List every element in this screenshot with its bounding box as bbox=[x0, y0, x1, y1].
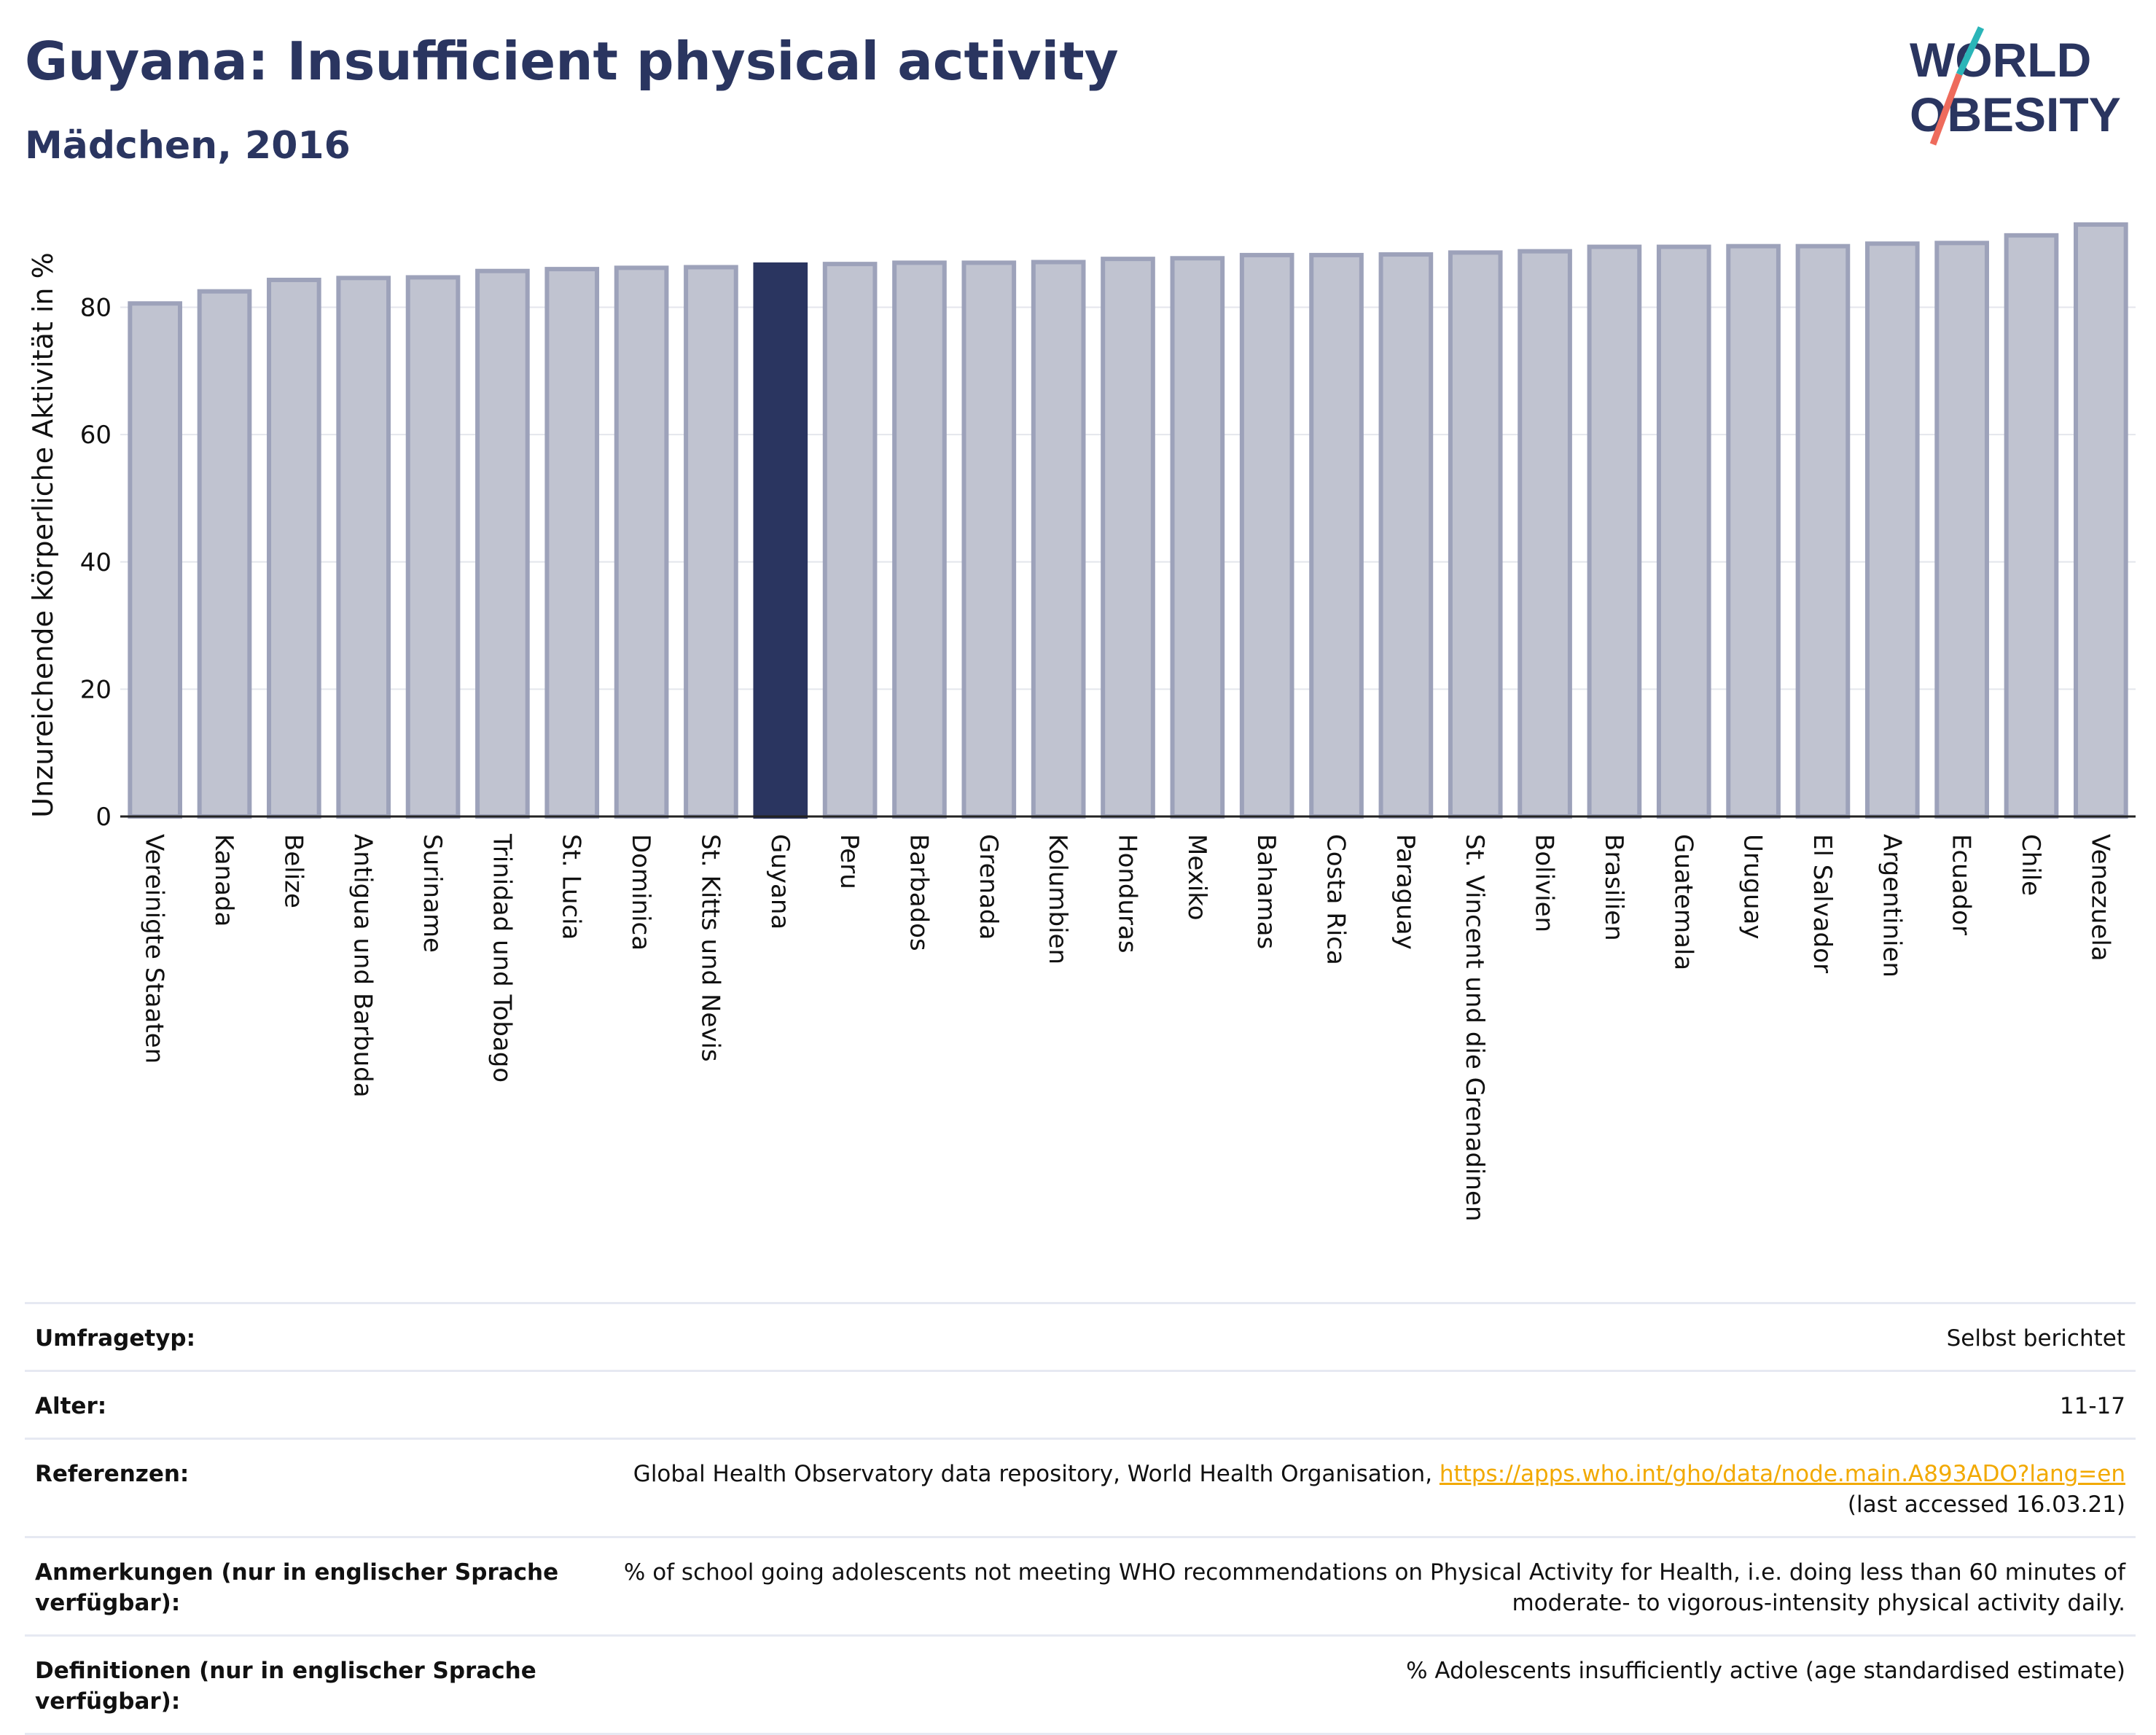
bar bbox=[1101, 257, 1155, 819]
x-tick-label: Dominica bbox=[626, 834, 655, 951]
bar bbox=[405, 275, 461, 819]
bar bbox=[1934, 241, 1989, 819]
info-table: Umfragetyp: Selbst berichtet Alter: 11-1… bbox=[25, 1302, 2136, 1735]
logo-slash-coral bbox=[1929, 73, 1963, 146]
bar-highlight bbox=[753, 262, 808, 819]
y-tick-label: 0 bbox=[95, 803, 112, 832]
bar bbox=[336, 276, 391, 819]
x-tick-label: St. Vincent und die Grenadinen bbox=[1460, 834, 1489, 1222]
x-tick-label: Mexiko bbox=[1182, 834, 1211, 921]
bar bbox=[544, 267, 600, 819]
chart-subtitle: Mädchen, 2016 bbox=[25, 124, 351, 168]
x-tick-label: Bahamas bbox=[1251, 834, 1281, 949]
reference-accessed: (last accessed 16.03.21) bbox=[1847, 1492, 2125, 1518]
bar bbox=[475, 268, 530, 819]
bar bbox=[1587, 244, 1642, 819]
bar bbox=[2004, 233, 2059, 819]
world-obesity-logo: WORLD OBESITY bbox=[1910, 26, 2121, 146]
bar bbox=[267, 277, 321, 819]
bar bbox=[614, 265, 669, 819]
x-tick-label: Peru bbox=[835, 834, 864, 889]
y-tick-label: 60 bbox=[80, 421, 112, 450]
x-tick-label: Kanada bbox=[209, 834, 238, 927]
info-label: Umfragetyp: bbox=[35, 1325, 195, 1352]
y-tick-label: 80 bbox=[80, 294, 112, 323]
bar bbox=[197, 289, 252, 819]
x-tick-label: Antigua und Barbuda bbox=[348, 834, 378, 1098]
info-value: Global Health Observatory data repositor… bbox=[560, 1459, 2125, 1520]
bar bbox=[1518, 249, 1572, 819]
info-label: Definitionen (nur in englischer Sprache … bbox=[35, 1658, 536, 1715]
info-value: 11-17 bbox=[2059, 1393, 2125, 1419]
bar bbox=[892, 260, 947, 819]
bar bbox=[1726, 243, 1781, 819]
x-tick-label: Guyana bbox=[765, 834, 794, 929]
info-row-definitions: Definitionen (nur in englischer Sprache … bbox=[25, 1634, 2136, 1735]
info-value: % Adolescents insufficiently active (age… bbox=[1406, 1658, 2125, 1684]
x-tick-label: Costa Rica bbox=[1321, 834, 1351, 965]
bar bbox=[1864, 241, 1920, 819]
info-value: Selbst berichtet bbox=[1946, 1325, 2125, 1352]
bar bbox=[1170, 256, 1225, 819]
info-row-references: Referenzen: Global Health Observatory da… bbox=[25, 1438, 2136, 1536]
x-tick-label: Honduras bbox=[1113, 834, 1142, 954]
bar bbox=[1795, 243, 1851, 819]
reference-text: Global Health Observatory data repositor… bbox=[633, 1461, 1433, 1487]
logo-slash-teal bbox=[1956, 26, 1985, 76]
x-tick-label: Kolumbien bbox=[1043, 834, 1072, 964]
bar bbox=[1031, 260, 1086, 819]
x-tick-label: Trinidad und Tobago bbox=[487, 833, 516, 1083]
reference-link[interactable]: https://apps.who.int/gho/data/node.main.… bbox=[1439, 1461, 2125, 1487]
bar bbox=[1239, 252, 1294, 819]
chart-title: Guyana: Insufficient physical activity bbox=[25, 31, 1119, 92]
x-tick-label: St. Kitts und Nevis bbox=[695, 834, 724, 1062]
bar bbox=[822, 262, 878, 819]
x-tick-label: Uruguay bbox=[1738, 834, 1768, 940]
x-tick-label: Vereinigte Staaten bbox=[140, 834, 169, 1064]
x-tick-label: Suriname bbox=[418, 834, 447, 953]
info-value: % of school going adolescents not meetin… bbox=[623, 1559, 2125, 1616]
bar bbox=[961, 260, 1017, 819]
info-label: Anmerkungen (nur in englischer Sprache v… bbox=[35, 1559, 559, 1616]
bar bbox=[2074, 222, 2128, 819]
x-tick-label: Grenada bbox=[974, 834, 1003, 940]
x-tick-label: Belize bbox=[278, 834, 308, 908]
x-tick-label: Guatemala bbox=[1668, 834, 1698, 970]
info-row-age: Alter: 11-17 bbox=[25, 1370, 2136, 1438]
x-tick-label: Argentinien bbox=[1877, 834, 1906, 978]
bar bbox=[128, 301, 182, 819]
x-tick-label: Barbados bbox=[904, 834, 933, 951]
x-tick-label: St. Lucia bbox=[557, 834, 586, 940]
bar bbox=[1309, 252, 1364, 819]
info-label: Alter: bbox=[35, 1393, 107, 1419]
info-row-notes: Anmerkungen (nur in englischer Sprache v… bbox=[25, 1536, 2136, 1634]
info-row-survey-type: Umfragetyp: Selbst berichtet bbox=[25, 1302, 2136, 1370]
bar bbox=[684, 265, 738, 819]
bar bbox=[1448, 250, 1503, 819]
x-tick-label: Bolivien bbox=[1530, 834, 1559, 932]
y-tick-label: 40 bbox=[80, 548, 112, 577]
x-tick-label: Paraguay bbox=[1391, 834, 1420, 950]
bar bbox=[1378, 252, 1434, 819]
logo-line1: WORLD bbox=[1910, 33, 2091, 87]
x-tick-label: Brasilien bbox=[1599, 834, 1628, 941]
x-tick-label: El Salvador bbox=[1808, 834, 1837, 973]
bar bbox=[1656, 244, 1711, 819]
y-tick-label: 20 bbox=[80, 675, 112, 704]
x-tick-label: Venezuela bbox=[2085, 834, 2114, 962]
x-tick-label: Chile bbox=[2016, 834, 2045, 896]
y-axis-label: Unzureichende körperliche Aktivität in % bbox=[27, 252, 59, 817]
x-tick-label: Ecuador bbox=[1947, 834, 1976, 935]
info-label: Referenzen: bbox=[35, 1461, 190, 1487]
bar-chart: 0 20 40 60 80 Unzureichende körperliche Aktiv… bbox=[27, 222, 2136, 1222]
